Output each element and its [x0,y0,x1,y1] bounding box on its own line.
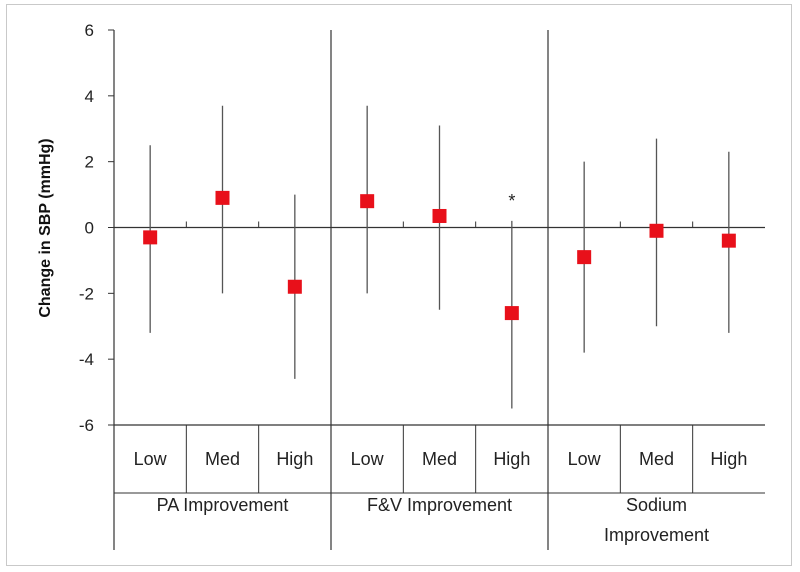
category-label: High [276,449,313,469]
chart-frame [6,4,792,566]
data-point [287,279,302,294]
group-label: PA Improvement [157,495,289,515]
y-tick-label: 4 [85,87,94,106]
y-tick-label: -6 [79,416,94,435]
data-point [721,233,736,248]
data-point [360,194,375,209]
y-tick-label: 0 [85,219,94,238]
group-label: Sodium [626,495,687,515]
category-label: Med [422,449,457,469]
data-point [215,190,230,205]
y-axis-label: Change in SBP (mmHg) [37,138,54,317]
y-tick-label: -2 [79,284,94,303]
category-label: Med [205,449,240,469]
data-point [504,306,519,321]
y-tick-label: -4 [79,350,94,369]
y-tick-label: 2 [85,153,94,172]
data-point [649,223,664,238]
category-label: High [493,449,530,469]
group-label: F&V Improvement [367,495,512,515]
data-point [432,208,447,223]
category-label: Med [639,449,674,469]
category-label: High [710,449,747,469]
significance-marker: * [508,191,515,211]
category-label: Low [351,449,385,469]
y-tick-label: 6 [85,21,94,40]
category-label: Low [568,449,602,469]
category-label: Low [134,449,168,469]
data-point [143,230,158,245]
data-point [577,250,592,265]
group-label: Improvement [604,525,709,545]
